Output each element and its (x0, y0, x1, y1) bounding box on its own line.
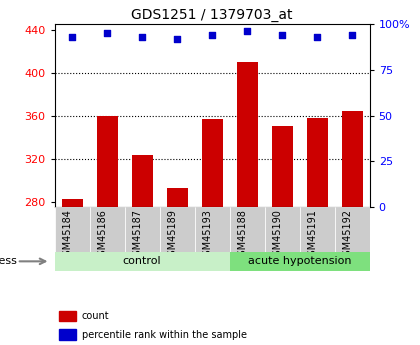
Bar (194, 207, 230, 252)
Text: GSM45189: GSM45189 (167, 209, 177, 262)
Bar (307, 118, 328, 207)
Text: GSM45192: GSM45192 (342, 209, 352, 262)
Text: count: count (82, 311, 110, 321)
Point (349, 32, 355, 38)
Text: GSM45193: GSM45193 (202, 209, 212, 262)
Bar (62, 199, 83, 207)
Bar (335, 207, 370, 252)
Bar (299, 207, 335, 252)
Text: percentile rank within the sample: percentile rank within the sample (82, 330, 247, 339)
Point (279, 32, 286, 38)
Bar (89, 207, 125, 252)
Bar (230, 207, 265, 252)
Text: GSM45187: GSM45187 (132, 209, 142, 262)
Title: GDS1251 / 1379703_at: GDS1251 / 1379703_at (131, 8, 293, 22)
Text: GSM45190: GSM45190 (272, 209, 282, 262)
Text: control: control (123, 256, 161, 266)
Point (244, 29, 250, 34)
Bar (341, 111, 362, 207)
Point (104, 31, 110, 36)
Text: GSM45191: GSM45191 (307, 209, 317, 262)
Bar (125, 207, 160, 252)
Bar (265, 207, 299, 252)
Point (174, 36, 181, 41)
Point (69, 34, 76, 40)
Text: GSM45186: GSM45186 (97, 209, 107, 262)
Point (209, 32, 215, 38)
Bar (236, 62, 257, 207)
Text: GSM45188: GSM45188 (237, 209, 247, 262)
Text: GSM45184: GSM45184 (62, 209, 72, 262)
Bar (202, 119, 223, 207)
Bar (272, 126, 293, 207)
Bar (55, 207, 89, 252)
Bar (131, 155, 152, 207)
Bar (230, 252, 370, 271)
Point (314, 34, 320, 40)
Text: stress: stress (0, 256, 17, 266)
Bar (55, 252, 230, 271)
Text: acute hypotension: acute hypotension (248, 256, 352, 266)
Point (139, 34, 145, 40)
Bar (167, 188, 188, 207)
Bar (97, 116, 118, 207)
Bar (160, 207, 194, 252)
